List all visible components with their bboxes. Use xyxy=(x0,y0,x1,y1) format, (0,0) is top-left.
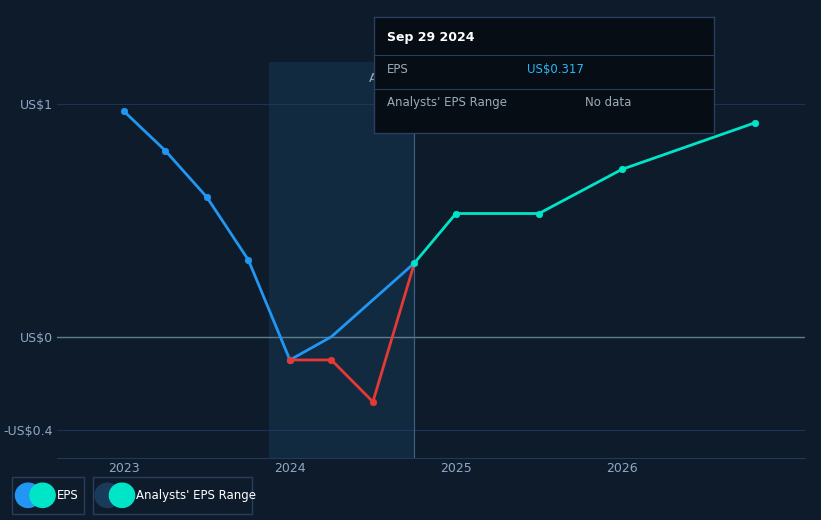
Bar xyxy=(269,62,415,458)
Point xyxy=(283,356,296,364)
Text: US$0.317: US$0.317 xyxy=(527,63,584,76)
Point xyxy=(748,119,761,127)
Point xyxy=(242,256,255,264)
Point xyxy=(616,165,629,174)
Point xyxy=(408,259,421,267)
Text: Analysts' EPS Range: Analysts' EPS Range xyxy=(388,96,507,109)
Point xyxy=(200,193,213,201)
Point xyxy=(532,210,545,218)
Text: Analysts' EPS Range: Analysts' EPS Range xyxy=(136,489,256,502)
Text: Sep 29 2024: Sep 29 2024 xyxy=(388,31,475,44)
Point xyxy=(449,210,462,218)
Point xyxy=(117,107,131,115)
Ellipse shape xyxy=(30,483,55,508)
Text: Analysts Forecasts: Analysts Forecasts xyxy=(421,72,538,85)
Text: EPS: EPS xyxy=(57,489,79,502)
Text: EPS: EPS xyxy=(388,63,409,76)
Text: No data: No data xyxy=(585,96,631,109)
Text: Actual: Actual xyxy=(369,72,408,85)
Point xyxy=(366,398,379,406)
Point xyxy=(325,356,338,364)
FancyBboxPatch shape xyxy=(93,477,252,514)
Ellipse shape xyxy=(95,483,120,508)
Point xyxy=(283,356,296,364)
FancyBboxPatch shape xyxy=(11,477,84,514)
Ellipse shape xyxy=(109,483,135,508)
Point xyxy=(158,147,172,155)
Ellipse shape xyxy=(16,483,41,508)
